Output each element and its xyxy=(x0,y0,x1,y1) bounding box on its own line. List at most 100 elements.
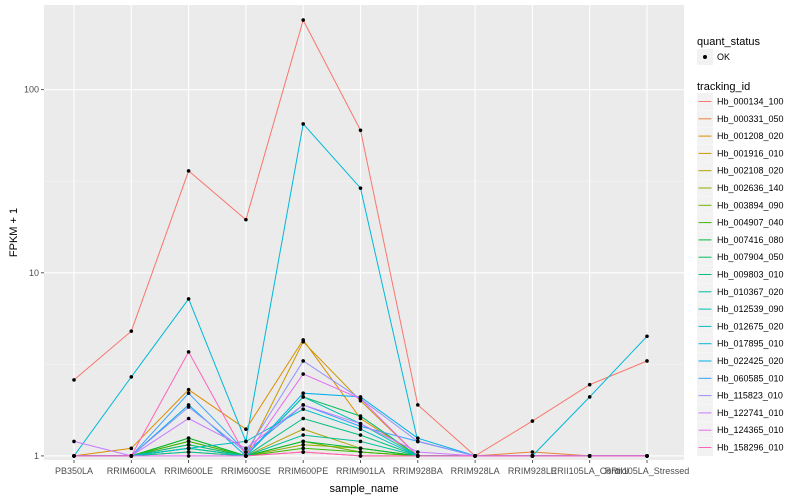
legend-series-label: Hb_001208_020 xyxy=(717,131,784,141)
data-point xyxy=(416,450,420,454)
legend-series-label: Hb_000331_050 xyxy=(717,114,784,124)
data-point xyxy=(186,454,191,458)
x-tick-label: RRIM928LA xyxy=(451,466,500,476)
data-point xyxy=(186,387,191,392)
legend-quant-status: quant_status OK xyxy=(697,36,760,65)
data-point xyxy=(129,375,134,379)
legend-series-label: Hb_001916_010 xyxy=(717,148,784,158)
data-point xyxy=(645,334,649,339)
data-point xyxy=(473,454,477,458)
data-point xyxy=(301,395,306,399)
data-point xyxy=(186,350,191,354)
data-point xyxy=(358,414,363,418)
legend-quant-title: quant_status xyxy=(697,36,760,48)
x-tick-label: RRII105LA_Stressed xyxy=(605,466,690,476)
data-point xyxy=(587,454,592,458)
data-point xyxy=(129,454,134,458)
data-point xyxy=(186,169,191,173)
legend-series-label: Hb_022425_020 xyxy=(717,356,784,366)
data-point xyxy=(358,397,363,401)
x-tick-label: RRIM600LA xyxy=(107,466,156,476)
data-point xyxy=(416,454,420,458)
data-point xyxy=(186,436,191,440)
legend-series-label: Hb_124365_010 xyxy=(717,425,784,435)
data-point xyxy=(186,446,191,451)
data-point xyxy=(530,450,535,454)
data-point xyxy=(186,450,191,454)
data-point xyxy=(72,378,76,382)
data-point xyxy=(301,372,306,376)
legend-tracking-title: tracking_id xyxy=(697,81,750,93)
data-point xyxy=(301,433,306,437)
legend-tracking-id: tracking_id Hb_000134_100 Hb_000331_050 Hb… xyxy=(697,81,784,456)
data-point xyxy=(301,416,306,421)
data-point xyxy=(358,421,363,426)
legend-series-label: Hb_012675_020 xyxy=(717,321,784,331)
x-tick-label: RRIM600PE xyxy=(278,466,328,476)
data-point xyxy=(416,436,420,440)
legend-series-label: Hb_007904_050 xyxy=(717,252,784,262)
data-point xyxy=(358,454,363,458)
data-point xyxy=(301,122,306,126)
y-axis: 1 10 100 xyxy=(24,85,44,461)
data-point xyxy=(301,339,306,344)
x-tick-label: RRIM901LA xyxy=(336,466,385,476)
data-point xyxy=(358,128,363,133)
legend-series-label: Hb_009803_010 xyxy=(717,270,784,280)
data-point xyxy=(645,454,649,458)
data-point xyxy=(358,427,363,431)
data-point xyxy=(530,454,535,458)
legend-series-label: Hb_004907_040 xyxy=(717,218,784,228)
legend-series-label: Hb_012539_090 xyxy=(717,304,784,314)
data-point xyxy=(301,446,306,451)
data-point xyxy=(244,446,248,451)
data-point xyxy=(358,439,363,444)
data-point xyxy=(358,424,363,429)
y-tick-label: 10 xyxy=(29,268,39,278)
y-axis-title: FPKM + 1 xyxy=(8,208,20,257)
x-tick-label: RRIM600LE xyxy=(164,466,213,476)
x-tick-label: RRIM928BA xyxy=(393,466,443,476)
data-point xyxy=(358,186,363,190)
x-tick-label: RRII105LA_Control xyxy=(551,466,629,476)
legend-series-label: Hb_060585_010 xyxy=(717,373,784,383)
legend-series-label: Hb_007416_080 xyxy=(717,235,784,245)
data-point xyxy=(244,450,248,454)
data-point xyxy=(587,395,592,399)
data-point xyxy=(186,439,191,444)
legend-point-key xyxy=(703,55,707,59)
data-point xyxy=(358,433,363,437)
data-point xyxy=(186,297,191,301)
data-point xyxy=(301,443,306,447)
data-point xyxy=(301,427,306,431)
data-point xyxy=(301,359,306,363)
data-point xyxy=(587,382,592,387)
data-point xyxy=(530,419,535,423)
legend-series-label: Hb_002636_140 xyxy=(717,183,784,193)
legend-quant-label: OK xyxy=(717,52,730,62)
data-point xyxy=(244,217,248,222)
data-point xyxy=(186,405,191,409)
legend-series-label: Hb_122741_010 xyxy=(717,408,784,418)
legend-series-label: Hb_003894_090 xyxy=(717,200,784,210)
data-point xyxy=(301,391,306,396)
series-points xyxy=(72,18,649,458)
x-axis: PB350LA RRIM600LA RRIM600LE RRIM600SE RRIM60… xyxy=(55,460,689,476)
x-tick-label: PB350LA xyxy=(55,466,93,476)
data-point xyxy=(301,403,306,407)
data-point xyxy=(244,439,248,444)
data-point xyxy=(301,450,306,454)
data-point xyxy=(301,407,306,411)
y-tick-label: 1 xyxy=(34,451,39,461)
data-point xyxy=(186,416,191,421)
data-point xyxy=(244,427,248,431)
data-point xyxy=(358,446,363,451)
x-tick-label: RRIM600SE xyxy=(221,466,271,476)
data-point xyxy=(301,439,306,444)
data-point xyxy=(301,18,306,22)
data-point xyxy=(72,454,76,458)
data-point xyxy=(358,450,363,454)
x-tick-label: RRIM928LE xyxy=(508,466,557,476)
legend-series-label: Hb_000134_100 xyxy=(717,97,784,107)
